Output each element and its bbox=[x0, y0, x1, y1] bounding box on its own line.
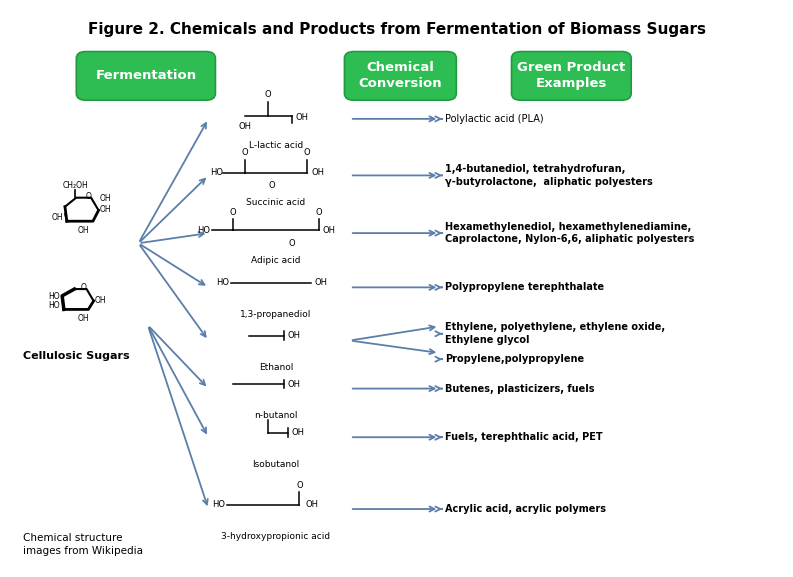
Text: OH: OH bbox=[292, 428, 305, 437]
Text: OH: OH bbox=[315, 278, 328, 287]
Text: Fermentation: Fermentation bbox=[95, 69, 197, 83]
Text: Green Product
Examples: Green Product Examples bbox=[517, 61, 626, 91]
Text: Polypropylene terephthalate: Polypropylene terephthalate bbox=[445, 282, 603, 293]
Text: Isobutanol: Isobutanol bbox=[252, 460, 300, 469]
Text: OH: OH bbox=[95, 295, 106, 305]
Text: OH: OH bbox=[296, 113, 308, 122]
Text: HO: HO bbox=[216, 278, 229, 287]
Text: OH: OH bbox=[52, 213, 63, 222]
Text: Cellulosic Sugars: Cellulosic Sugars bbox=[24, 351, 130, 361]
Text: OH: OH bbox=[288, 332, 301, 340]
Text: Figure 2. Chemicals and Products from Fermentation of Biomass Sugars: Figure 2. Chemicals and Products from Fe… bbox=[87, 21, 706, 36]
Text: Ethanol: Ethanol bbox=[259, 363, 293, 372]
Text: 1,3-propanediol: 1,3-propanediol bbox=[240, 310, 312, 319]
Text: O: O bbox=[296, 481, 303, 490]
FancyBboxPatch shape bbox=[344, 51, 456, 100]
Text: Succinic acid: Succinic acid bbox=[247, 198, 305, 207]
Text: Chemical structure
images from Wikipedia: Chemical structure images from Wikipedia bbox=[24, 533, 144, 556]
Text: O: O bbox=[81, 283, 87, 292]
Text: O: O bbox=[86, 192, 91, 201]
Text: Acrylic acid, acrylic polymers: Acrylic acid, acrylic polymers bbox=[445, 504, 606, 514]
Text: Hexamethylenediol, hexamethylenediamine,
Caprolactone, Nylon-6,6, aliphatic poly: Hexamethylenediol, hexamethylenediamine,… bbox=[445, 222, 694, 245]
Text: Chemical
Conversion: Chemical Conversion bbox=[358, 61, 442, 91]
Text: 3-hydroxypropionic acid: 3-hydroxypropionic acid bbox=[221, 531, 331, 541]
Text: HO: HO bbox=[210, 168, 223, 177]
Text: O: O bbox=[230, 208, 236, 217]
Text: n-butanol: n-butanol bbox=[255, 411, 298, 420]
Text: OH: OH bbox=[288, 380, 301, 388]
Text: Ethylene, polyethylene, ethylene oxide,
Ethylene glycol: Ethylene, polyethylene, ethylene oxide, … bbox=[445, 323, 665, 345]
Text: L-lactic acid: L-lactic acid bbox=[249, 141, 303, 151]
Text: OH: OH bbox=[100, 205, 112, 214]
FancyBboxPatch shape bbox=[511, 51, 631, 100]
Text: Polylactic acid (PLA): Polylactic acid (PLA) bbox=[445, 114, 543, 124]
Text: O: O bbox=[269, 181, 275, 190]
Text: HO: HO bbox=[213, 500, 225, 509]
Text: O: O bbox=[265, 90, 271, 99]
Text: OH: OH bbox=[305, 500, 319, 509]
Text: O: O bbox=[304, 148, 310, 158]
Text: OH: OH bbox=[100, 194, 112, 203]
Text: HO: HO bbox=[48, 292, 59, 301]
Text: Fuels, terephthalic acid, PET: Fuels, terephthalic acid, PET bbox=[445, 432, 603, 442]
Text: OH: OH bbox=[239, 122, 251, 130]
Text: CH₂OH: CH₂OH bbox=[63, 181, 88, 189]
Text: O: O bbox=[242, 148, 248, 158]
Text: Adipic acid: Adipic acid bbox=[251, 256, 301, 265]
Text: O: O bbox=[316, 208, 322, 217]
FancyBboxPatch shape bbox=[76, 51, 216, 100]
Text: HO: HO bbox=[197, 226, 210, 235]
Text: Butenes, plasticizers, fuels: Butenes, plasticizers, fuels bbox=[445, 384, 594, 394]
Text: OH: OH bbox=[78, 226, 90, 235]
Text: Propylene,polypropylene: Propylene,polypropylene bbox=[445, 354, 584, 364]
Text: 1,4-butanediol, tetrahydrofuran,
γ-butyrolactone,  aliphatic polyesters: 1,4-butanediol, tetrahydrofuran, γ-butyr… bbox=[445, 164, 653, 187]
Text: OH: OH bbox=[311, 168, 324, 177]
Text: OH: OH bbox=[323, 226, 335, 235]
Text: HO: HO bbox=[48, 301, 59, 310]
Text: O: O bbox=[289, 239, 295, 248]
Text: OH: OH bbox=[77, 314, 89, 323]
